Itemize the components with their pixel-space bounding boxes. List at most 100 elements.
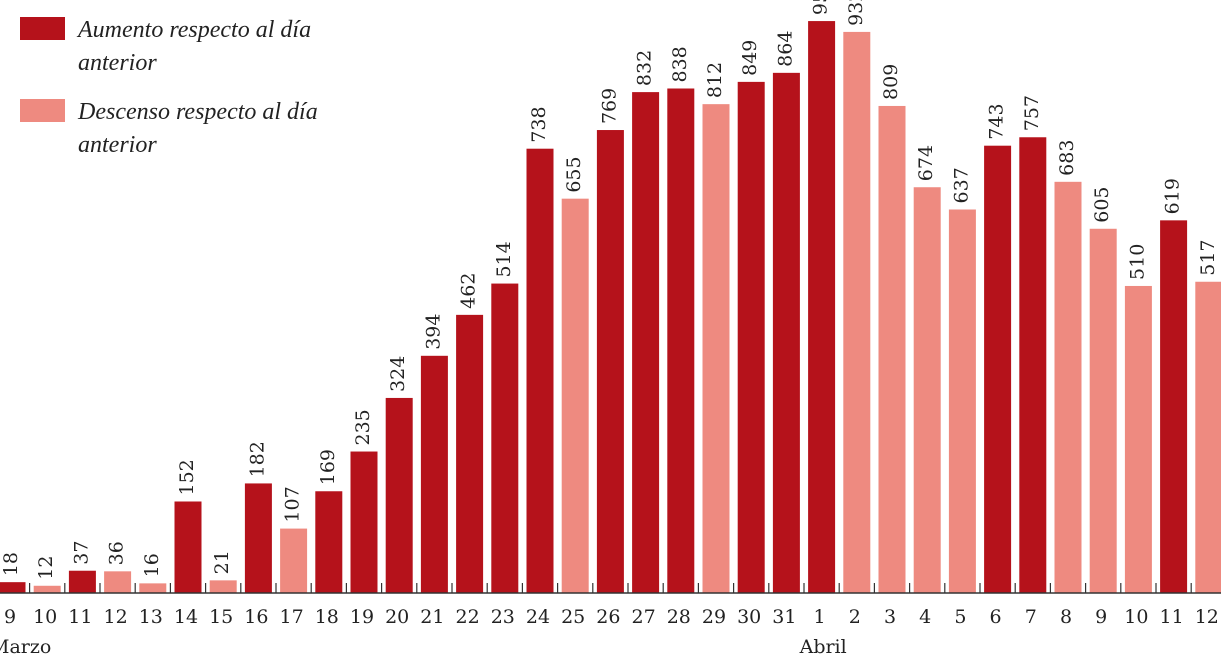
value-label: 838 <box>669 46 691 82</box>
bar <box>139 583 167 593</box>
bar <box>1124 285 1152 593</box>
value-label: 152 <box>176 459 198 495</box>
value-label: 107 <box>282 486 304 522</box>
value-label: 394 <box>422 314 444 350</box>
value-label: 809 <box>880 64 902 100</box>
x-tick-label: 9 <box>1095 606 1107 628</box>
bar <box>772 72 800 593</box>
legend-swatch <box>20 99 65 122</box>
x-tick-label: 11 <box>68 606 92 628</box>
value-label: 674 <box>915 145 937 181</box>
x-tick-label: 7 <box>1025 606 1037 628</box>
x-tick-label: 2 <box>849 606 861 628</box>
bar <box>491 283 519 593</box>
x-tick-label: 13 <box>139 606 163 628</box>
value-label: 462 <box>458 273 480 309</box>
value-label: 683 <box>1056 140 1078 176</box>
value-label: 37 <box>70 541 92 565</box>
legend-label: Descenso respecto al día anterior <box>78 99 318 158</box>
bar <box>280 528 308 593</box>
bar <box>174 501 202 593</box>
x-tick-label: 28 <box>667 606 691 628</box>
x-tick-label: 16 <box>244 606 268 628</box>
bar <box>526 148 554 593</box>
x-tick-label: 6 <box>990 606 1002 628</box>
value-label: 738 <box>528 106 550 142</box>
bar <box>315 491 343 593</box>
x-tick-label: 15 <box>209 606 233 628</box>
bar <box>1019 137 1047 593</box>
legend-item: Descenso respecto al día anterior <box>20 96 328 162</box>
bar <box>632 92 660 593</box>
x-tick-label: 5 <box>954 606 966 628</box>
bar <box>33 585 61 593</box>
x-tick-label: 31 <box>772 606 796 628</box>
value-label: 12 <box>35 556 57 580</box>
x-tick-label: 21 <box>420 606 444 628</box>
value-label: 605 <box>1091 187 1113 223</box>
value-label: 812 <box>704 62 726 98</box>
bar <box>1195 281 1221 593</box>
bar <box>209 580 237 593</box>
x-tick-label: 25 <box>561 606 585 628</box>
x-tick-label: 12 <box>104 606 128 628</box>
bar <box>68 570 96 593</box>
bar <box>0 582 26 593</box>
x-tick-label: 8 <box>1060 606 1072 628</box>
value-label: 18 <box>0 552 22 576</box>
legend-item: Aumento respecto al día anterior <box>20 14 328 80</box>
value-label: 743 <box>986 103 1008 139</box>
bar <box>737 81 765 593</box>
x-tick-label: 10 <box>1124 606 1148 628</box>
value-label: 932 <box>845 0 867 26</box>
value-label: 864 <box>774 31 796 67</box>
x-tick-label: 14 <box>174 606 198 628</box>
bar <box>561 198 589 593</box>
x-tick-label: 4 <box>919 606 931 628</box>
x-tick-label: 22 <box>456 606 480 628</box>
x-tick-label: 18 <box>315 606 339 628</box>
value-label: 169 <box>317 449 339 485</box>
x-tick-label: 1 <box>814 606 826 628</box>
bar <box>843 31 871 594</box>
x-tick-label: 30 <box>737 606 761 628</box>
x-tick-label: 10 <box>33 606 57 628</box>
x-tick-label: 3 <box>884 606 896 628</box>
bar <box>456 314 484 593</box>
x-tick-label: 12 <box>1195 606 1219 628</box>
bar <box>667 88 695 593</box>
value-label: 36 <box>106 541 128 565</box>
value-label: 514 <box>493 241 515 277</box>
bar <box>385 397 413 593</box>
x-tick-label: 23 <box>491 606 515 628</box>
bar <box>702 104 730 593</box>
value-label: 235 <box>352 409 374 445</box>
x-tick-label: 27 <box>632 606 656 628</box>
value-label: 517 <box>1197 239 1219 275</box>
bar <box>1089 228 1117 593</box>
value-label: 324 <box>387 356 409 392</box>
value-label: 757 <box>1021 95 1043 131</box>
bar <box>913 187 941 593</box>
month-label: Marzo <box>0 636 51 658</box>
legend-swatch <box>20 17 65 40</box>
x-tick-label: 29 <box>702 606 726 628</box>
bar <box>350 451 378 593</box>
x-tick-label: 19 <box>350 606 374 628</box>
x-tick-label: 17 <box>280 606 304 628</box>
legend-label: Aumento respecto al día anterior <box>78 17 312 76</box>
value-label: 510 <box>1126 244 1148 280</box>
value-label: 182 <box>246 441 268 477</box>
value-label: 637 <box>950 167 972 203</box>
value-label: 619 <box>1162 178 1184 214</box>
value-label: 769 <box>598 88 620 124</box>
bar <box>244 483 272 593</box>
x-tick-label: 9 <box>4 606 16 628</box>
bar <box>984 145 1012 593</box>
value-label: 21 <box>211 550 233 574</box>
value-label: 832 <box>634 50 656 86</box>
bar <box>948 209 976 593</box>
bar <box>420 355 448 593</box>
